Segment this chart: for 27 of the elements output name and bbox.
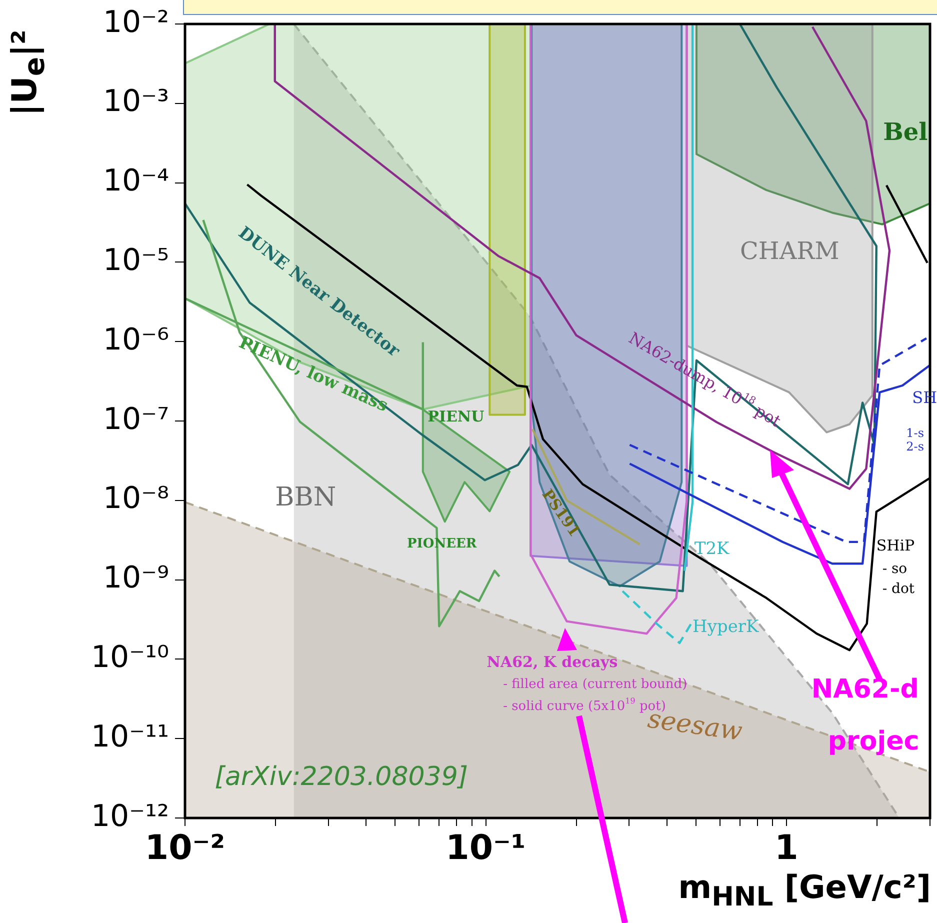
annotation: NA62, K decays	[486, 653, 618, 672]
annotation: 1-s	[906, 426, 924, 440]
y-tick-label: 10⁻²	[102, 4, 169, 40]
annotation: 2-s	[906, 439, 924, 454]
y-tick-label: 10⁻⁹	[102, 560, 169, 596]
y-tick-label: 10⁻⁵	[102, 242, 169, 278]
annotation: SHiP	[876, 536, 915, 555]
y-tick-label: 10⁻¹⁰	[90, 640, 169, 675]
x-tick-label: 10⁻¹	[446, 828, 526, 868]
annotation: HyperK	[692, 617, 760, 638]
y-tick-label: 10⁻⁸	[102, 481, 169, 516]
annotation: projec	[828, 726, 920, 756]
y-tick-label: 10⁻¹¹	[90, 719, 169, 754]
y-tick-label: 10⁻⁷	[102, 402, 169, 437]
annotation: [arXiv:2203.08039]	[214, 762, 468, 792]
annotation: T2K	[694, 539, 730, 560]
y-tick-label: 10⁻³	[102, 84, 169, 120]
annotation: - dot	[882, 580, 915, 597]
x-tick-label: 1	[774, 828, 798, 868]
annotation: - so	[882, 561, 908, 578]
annotation: BBN	[275, 482, 336, 513]
annotation: Bel	[883, 116, 928, 146]
annotation: - filled area (current bound)	[503, 676, 688, 692]
y-tick-label: 10⁻⁴	[102, 164, 169, 199]
annotation: NA62-d	[811, 674, 919, 705]
y-tick-label: 10⁻⁶	[102, 322, 169, 358]
x-axis-title: m$_{HNL}$ [GeV/c²]	[678, 868, 931, 912]
